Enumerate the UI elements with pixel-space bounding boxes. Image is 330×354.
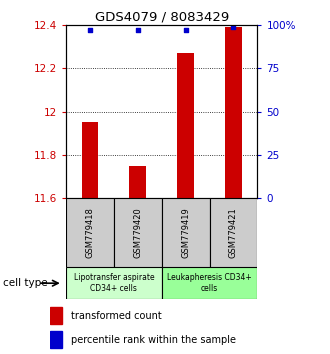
Text: cell type: cell type (3, 278, 48, 288)
Bar (50, 331, 62, 348)
Bar (82, 122, 98, 198)
Text: transformed count: transformed count (71, 311, 162, 321)
Bar (66, 267, 162, 299)
Text: GSM779418: GSM779418 (85, 207, 94, 258)
Text: percentile rank within the sample: percentile rank within the sample (71, 335, 236, 345)
Point (87, 27, 92, 33)
Point (231, 24, 236, 29)
Text: GSM779419: GSM779419 (181, 207, 190, 258)
Bar (162, 267, 257, 299)
Text: GSM779421: GSM779421 (229, 207, 238, 258)
Bar (66, 198, 114, 267)
Bar (162, 198, 210, 267)
Title: GDS4079 / 8083429: GDS4079 / 8083429 (95, 11, 229, 24)
Text: Lipotransfer aspirate
CD34+ cells: Lipotransfer aspirate CD34+ cells (74, 274, 154, 293)
Text: Leukapheresis CD34+
cells: Leukapheresis CD34+ cells (167, 274, 252, 293)
Text: GSM779420: GSM779420 (133, 207, 142, 258)
Bar (210, 198, 257, 267)
Bar (225, 27, 242, 198)
Bar (50, 307, 62, 324)
Bar (129, 166, 146, 198)
Bar (114, 198, 162, 267)
Point (183, 27, 188, 33)
Bar (177, 53, 194, 198)
Point (135, 27, 141, 33)
